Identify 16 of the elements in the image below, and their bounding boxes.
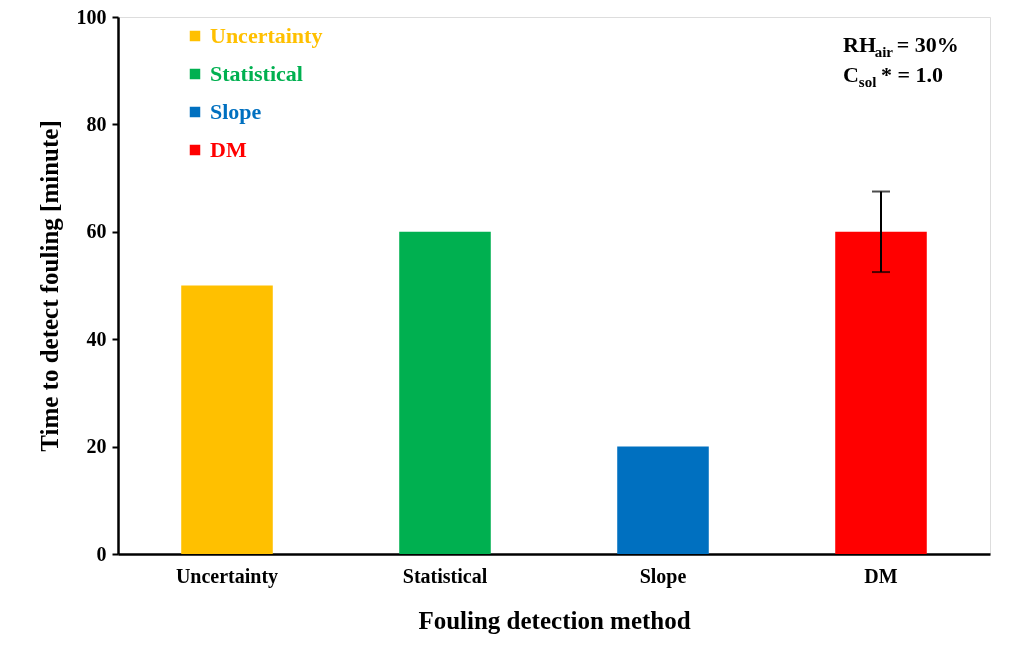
legend-label: Statistical <box>210 61 303 86</box>
y-tick-label: 20 <box>86 435 107 458</box>
x-tick-label: Statistical <box>402 564 488 587</box>
y-tick-label: 40 <box>86 327 107 350</box>
x-tick-label: Slope <box>639 564 687 588</box>
y-axis-title: Time to detect fouling [minute] <box>35 120 63 452</box>
legend-label: DM <box>210 137 247 162</box>
x-tick-label: DM <box>864 564 898 587</box>
y-tick-label: 100 <box>76 5 107 28</box>
x-tick-label: Uncertainty <box>175 564 279 588</box>
y-tick-label: 80 <box>86 112 107 135</box>
y-tick-label: 60 <box>86 220 107 243</box>
y-tick-label: 0 <box>96 542 107 565</box>
legend-label: Uncertainty <box>210 23 323 48</box>
legend-label: Slope <box>210 99 262 124</box>
x-axis-title: Fouling detection method <box>418 606 691 634</box>
